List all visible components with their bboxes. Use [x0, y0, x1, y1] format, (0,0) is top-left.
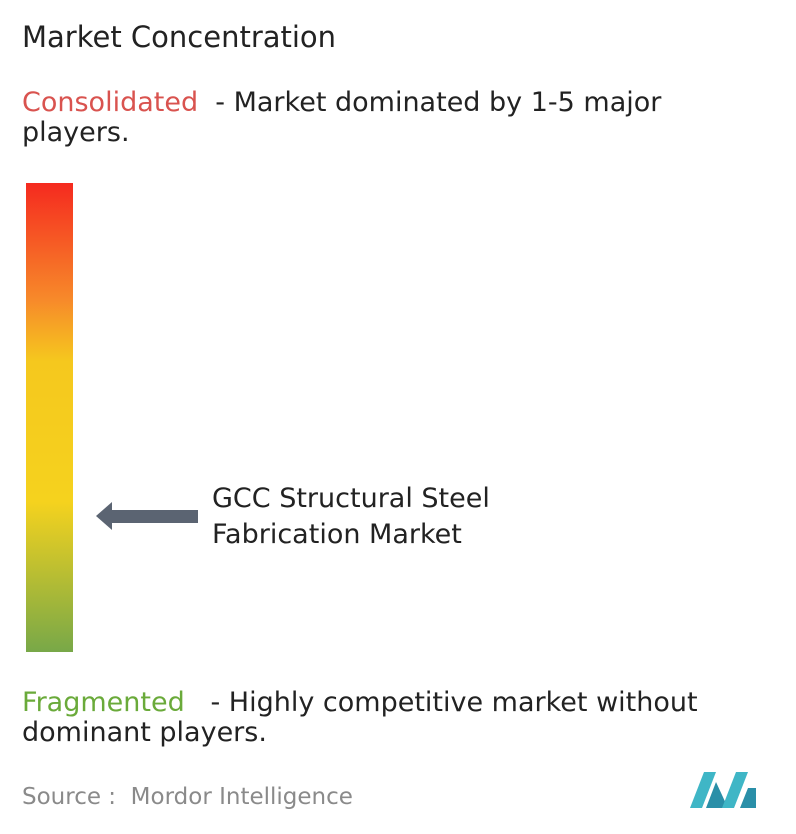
title: Market Concentration: [22, 20, 337, 54]
source: Source : Mordor Intelligence: [22, 784, 353, 810]
fragmented-description: dominant players.: [22, 717, 267, 748]
concentration-bar: [26, 183, 73, 652]
market-label: GCC Structural Steel: [212, 483, 490, 514]
fragmented-line-1: Fragmented - Highly competitive market w…: [22, 688, 698, 718]
consolidated-description: players.: [22, 117, 130, 148]
consolidated-line-1: Consolidated - Market dominated by 1-5 m…: [22, 88, 661, 118]
arrow-shaft: [110, 510, 198, 523]
fragmented-label: Fragmented: [22, 687, 185, 718]
consolidated-label: Consolidated: [22, 87, 199, 118]
logo: [690, 772, 756, 808]
arrow-head: [96, 502, 112, 530]
consolidated-description: - Market dominated by 1-5 major: [215, 87, 662, 118]
market-label: Fabrication Market: [212, 519, 462, 550]
fragmented-description: - Highly competitive market without: [210, 687, 698, 718]
